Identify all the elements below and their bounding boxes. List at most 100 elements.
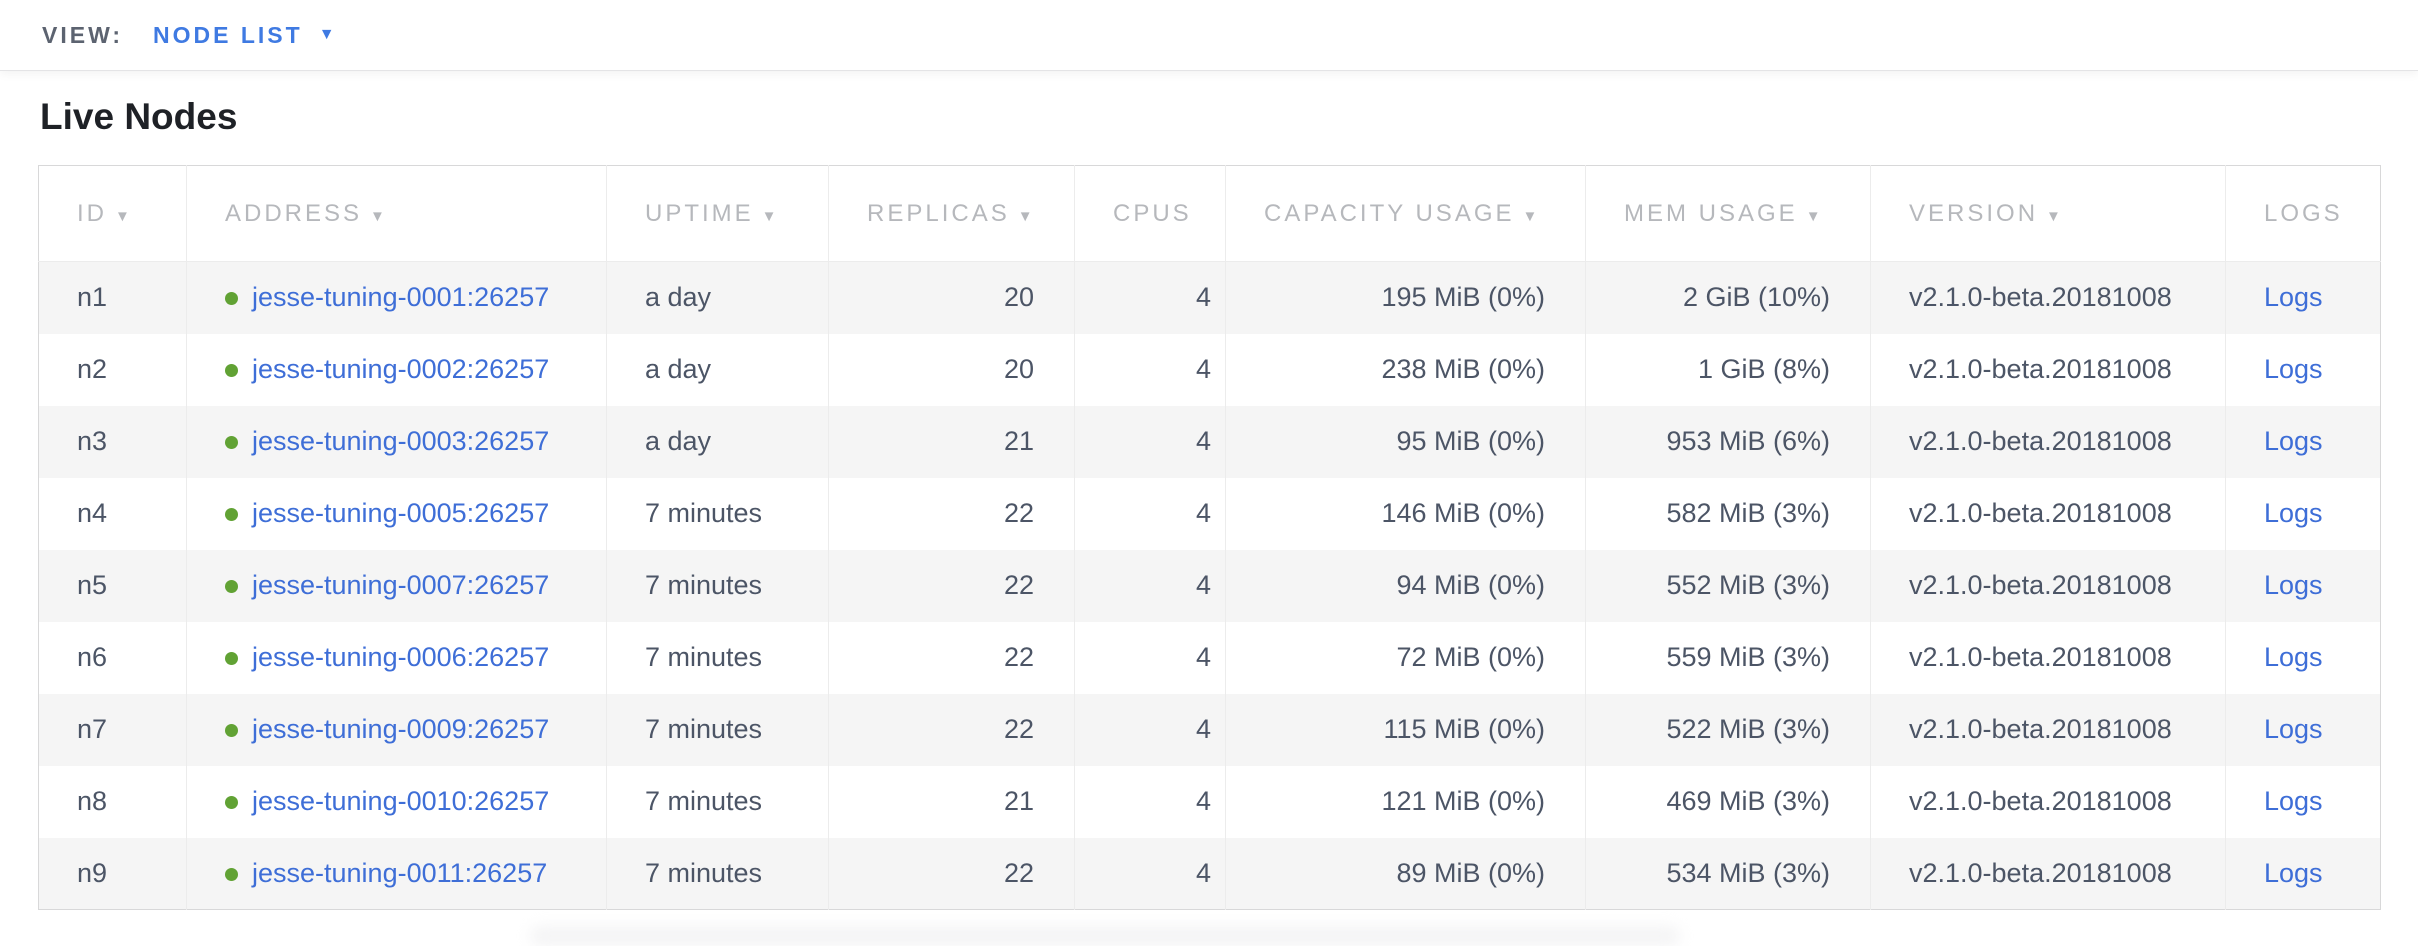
node-replicas: 21 [828, 765, 1075, 838]
live-status-icon [225, 436, 238, 449]
logs-link[interactable]: Logs [2264, 354, 2323, 384]
node-mem-usage: 552 MiB (3%) [1585, 549, 1871, 622]
node-address-link[interactable]: jesse-tuning-0011:26257 [252, 857, 548, 888]
sort-desc-icon: ▼ [370, 207, 388, 225]
table-row: n3 jesse-tuning-0003:26257 a day 21 4 95… [38, 405, 2381, 478]
node-id: n4 [38, 477, 187, 550]
logs-link[interactable]: Logs [2264, 498, 2323, 528]
node-id: n2 [38, 333, 187, 406]
logs-link[interactable]: Logs [2264, 426, 2323, 456]
node-capacity-usage: 121 MiB (0%) [1225, 765, 1586, 838]
node-capacity-usage: 146 MiB (0%) [1225, 477, 1586, 550]
node-uptime: 7 minutes [606, 693, 829, 766]
table-row: n1 jesse-tuning-0001:26257 a day 20 4 19… [38, 261, 2381, 334]
node-cpus: 4 [1074, 261, 1226, 334]
node-logs-cell: Logs [2225, 405, 2381, 478]
node-address-cell: jesse-tuning-0010:26257 [186, 765, 607, 838]
node-id: n5 [38, 549, 187, 622]
node-logs-cell: Logs [2225, 333, 2381, 406]
node-capacity-usage: 89 MiB (0%) [1225, 837, 1586, 910]
node-address-link[interactable]: jesse-tuning-0010:26257 [252, 786, 550, 816]
column-header-address[interactable]: ADDRESS ▼ [186, 165, 607, 262]
node-address-cell: jesse-tuning-0006:26257 [186, 621, 607, 694]
node-cpus: 4 [1074, 549, 1226, 622]
page-title: Live Nodes [40, 96, 238, 137]
node-logs-cell: Logs [2225, 549, 2381, 622]
node-capacity-usage: 95 MiB (0%) [1225, 405, 1586, 478]
column-header-replicas[interactable]: REPLICAS ▼ [828, 165, 1075, 262]
node-capacity-usage: 94 MiB (0%) [1225, 549, 1586, 622]
node-mem-usage: 522 MiB (3%) [1585, 693, 1871, 766]
node-replicas: 20 [828, 333, 1075, 406]
node-uptime: 7 minutes [606, 765, 829, 838]
node-address-link[interactable]: jesse-tuning-0002:26257 [252, 354, 550, 384]
node-uptime: 7 minutes [606, 837, 829, 910]
node-address-link[interactable]: jesse-tuning-0009:26257 [252, 714, 550, 744]
logs-link[interactable]: Logs [2264, 570, 2323, 600]
column-header-uptime[interactable]: UPTIME ▼ [606, 165, 829, 262]
node-replicas: 22 [828, 693, 1075, 766]
table-row: n8 jesse-tuning-0010:26257 7 minutes 21 … [38, 765, 2381, 838]
live-status-icon [225, 364, 238, 377]
node-replicas: 20 [828, 261, 1075, 334]
node-cpus: 4 [1074, 765, 1226, 838]
node-replicas: 22 [828, 477, 1075, 550]
logs-link[interactable]: Logs [2264, 857, 2323, 888]
node-cpus: 4 [1074, 405, 1226, 478]
column-header-mem-usage[interactable]: MEM USAGE ▼ [1585, 165, 1871, 262]
node-uptime: a day [606, 261, 829, 334]
node-address-cell: jesse-tuning-0001:26257 [186, 261, 607, 334]
view-dropdown[interactable]: NODE LIST ▼ [153, 22, 335, 49]
node-logs-cell: Logs [2225, 477, 2381, 550]
view-label: VIEW: [42, 21, 124, 48]
column-header-version[interactable]: VERSION ▼ [1870, 165, 2226, 262]
column-header-capacity-usage[interactable]: CAPACITY USAGE ▼ [1225, 165, 1586, 262]
node-capacity-usage: 238 MiB (0%) [1225, 333, 1586, 406]
node-address-link[interactable]: jesse-tuning-0005:26257 [252, 498, 550, 528]
below-fold-content-shadow [530, 926, 1680, 946]
node-version: v2.1.0-beta.20181008 [1870, 477, 2226, 550]
node-mem-usage: 2 GiB (10%) [1585, 261, 1871, 334]
node-id: n7 [38, 693, 187, 766]
node-mem-usage: 559 MiB (3%) [1585, 621, 1871, 694]
table-row: n5 jesse-tuning-0007:26257 7 minutes 22 … [38, 549, 2381, 622]
node-logs-cell: Logs [2225, 621, 2381, 694]
caret-down-icon: ▼ [318, 26, 335, 43]
node-address-cell: jesse-tuning-0011:26257 [186, 837, 607, 910]
live-status-icon [225, 796, 238, 809]
node-uptime: a day [606, 333, 829, 406]
node-version: v2.1.0-beta.20181008 [1870, 549, 2226, 622]
sort-desc-icon: ▼ [1017, 207, 1036, 225]
node-address-link[interactable]: jesse-tuning-0007:26257 [252, 570, 550, 600]
node-replicas: 22 [828, 549, 1075, 622]
column-header-id[interactable]: ID ▼ [38, 165, 187, 262]
live-status-icon [225, 867, 238, 881]
logs-link[interactable]: Logs [2264, 282, 2323, 313]
live-status-icon [225, 724, 238, 737]
live-status-icon [225, 508, 238, 521]
node-replicas: 22 [828, 621, 1075, 694]
logs-link[interactable]: Logs [2264, 786, 2323, 816]
node-address-cell: jesse-tuning-0005:26257 [186, 477, 607, 550]
node-version: v2.1.0-beta.20181008 [1870, 405, 2226, 478]
node-cpus: 4 [1074, 837, 1226, 910]
node-address-link[interactable]: jesse-tuning-0006:26257 [252, 642, 550, 672]
view-selector-bar: VIEW: NODE LIST ▼ [0, 0, 2418, 71]
node-id: n8 [38, 765, 187, 838]
node-logs-cell: Logs [2225, 693, 2381, 766]
node-address-cell: jesse-tuning-0003:26257 [186, 405, 607, 478]
live-nodes-table-container: ID ▼ ADDRESS ▼ UPTIME ▼ REPLICAS ▼ CPUS CAPA… [38, 165, 2418, 910]
node-capacity-usage: 195 MiB (0%) [1225, 261, 1586, 334]
column-header-cpus: CPUS [1074, 165, 1226, 262]
node-uptime: a day [606, 405, 829, 478]
node-address-link[interactable]: jesse-tuning-0001:26257 [252, 282, 550, 313]
node-mem-usage: 953 MiB (6%) [1585, 405, 1871, 478]
sort-desc-icon: ▼ [761, 207, 780, 225]
node-id: n1 [38, 261, 187, 334]
table-header-row: ID ▼ ADDRESS ▼ UPTIME ▼ REPLICAS ▼ CPUS CAPA… [38, 165, 2381, 262]
node-address-link[interactable]: jesse-tuning-0003:26257 [252, 426, 550, 456]
logs-link[interactable]: Logs [2264, 714, 2323, 744]
node-capacity-usage: 72 MiB (0%) [1225, 621, 1586, 694]
node-version: v2.1.0-beta.20181008 [1870, 261, 2226, 334]
logs-link[interactable]: Logs [2264, 642, 2323, 672]
